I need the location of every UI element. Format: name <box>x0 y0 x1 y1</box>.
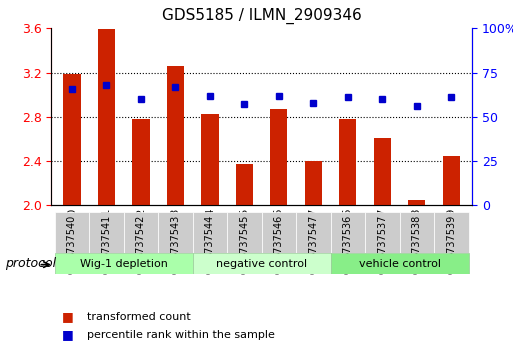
Text: GSM737536: GSM737536 <box>343 215 353 274</box>
Bar <box>236 164 253 205</box>
Title: GDS5185 / ILMN_2909346: GDS5185 / ILMN_2909346 <box>162 8 362 24</box>
Text: GSM737544: GSM737544 <box>205 215 215 274</box>
Bar <box>400 212 434 253</box>
Bar <box>296 212 330 253</box>
Bar <box>158 212 193 253</box>
Text: GSM737547: GSM737547 <box>308 215 319 274</box>
Bar <box>373 138 391 205</box>
Text: GSM737545: GSM737545 <box>240 215 249 274</box>
Text: GSM737542: GSM737542 <box>136 207 146 271</box>
Bar <box>55 212 89 253</box>
Text: GSM737541: GSM737541 <box>102 207 111 271</box>
Bar <box>443 155 460 205</box>
Text: GSM737542: GSM737542 <box>136 215 146 274</box>
Text: protocol: protocol <box>5 257 56 270</box>
Text: GSM737540: GSM737540 <box>67 207 77 271</box>
Text: GSM737543: GSM737543 <box>170 215 181 274</box>
Text: GSM737543: GSM737543 <box>170 207 181 271</box>
Bar <box>98 29 115 205</box>
Bar <box>339 119 357 205</box>
Bar <box>434 212 468 253</box>
Text: vehicle control: vehicle control <box>359 259 441 269</box>
Bar <box>408 200 425 205</box>
Bar <box>89 212 124 253</box>
Bar <box>193 212 227 253</box>
Bar <box>124 212 158 253</box>
Text: GSM737538: GSM737538 <box>412 215 422 274</box>
Bar <box>201 114 219 205</box>
Bar <box>330 212 365 253</box>
Text: negative control: negative control <box>216 259 307 269</box>
Bar <box>270 109 287 205</box>
Text: GSM737539: GSM737539 <box>446 215 456 274</box>
Text: Wig-1 depletion: Wig-1 depletion <box>80 259 168 269</box>
Text: GSM737536: GSM737536 <box>343 207 353 271</box>
Text: GSM737544: GSM737544 <box>205 207 215 271</box>
Text: GSM737539: GSM737539 <box>446 207 456 271</box>
Text: transformed count: transformed count <box>87 312 191 322</box>
Text: GSM737537: GSM737537 <box>377 215 387 274</box>
Text: GSM737537: GSM737537 <box>377 207 387 271</box>
Text: GSM737538: GSM737538 <box>412 207 422 271</box>
Text: percentile rank within the sample: percentile rank within the sample <box>87 330 275 339</box>
Text: ■: ■ <box>62 310 73 323</box>
Text: GSM737545: GSM737545 <box>240 207 249 271</box>
Text: ■: ■ <box>62 328 73 341</box>
Bar <box>262 212 296 253</box>
Text: GSM737546: GSM737546 <box>274 215 284 274</box>
Bar <box>305 161 322 205</box>
Text: GSM737540: GSM737540 <box>67 215 77 274</box>
Text: GSM737541: GSM737541 <box>102 215 111 274</box>
Bar <box>330 253 468 274</box>
Bar <box>193 253 330 274</box>
Bar <box>64 74 81 205</box>
Text: GSM737547: GSM737547 <box>308 207 319 271</box>
Bar <box>167 66 184 205</box>
Bar <box>227 212 262 253</box>
Bar <box>365 212 400 253</box>
Text: GSM737546: GSM737546 <box>274 207 284 271</box>
Bar <box>132 119 150 205</box>
Bar <box>55 253 193 274</box>
